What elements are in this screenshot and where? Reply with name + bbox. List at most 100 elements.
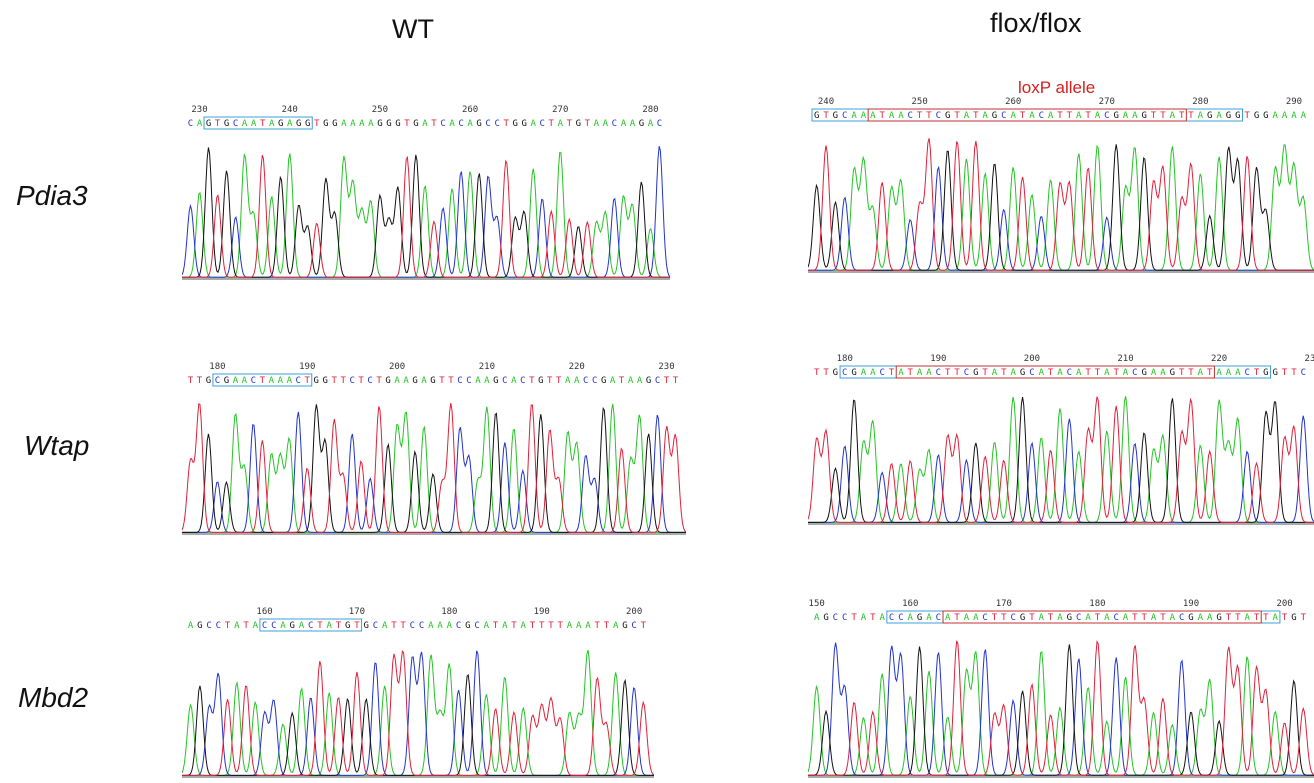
base-call: G <box>206 119 211 129</box>
base-call: T <box>197 376 203 386</box>
base-call: A <box>233 376 239 386</box>
base-call: C <box>936 613 941 623</box>
base-call: A <box>908 613 914 623</box>
base-call: T <box>530 621 536 631</box>
base-call: G <box>377 119 382 129</box>
base-call: A <box>531 119 537 129</box>
base-call: A <box>1039 613 1045 623</box>
base-call: G <box>345 621 350 631</box>
column-title-flox: flox/flox <box>990 8 1082 38</box>
base-call: T <box>260 119 266 129</box>
base-call: A <box>1010 368 1016 378</box>
base-call: A <box>299 621 305 631</box>
base-call: G <box>1142 111 1147 121</box>
base-call: A <box>1170 613 1176 623</box>
ruler-tick-label: 160 <box>256 607 272 617</box>
base-call: G <box>305 119 310 129</box>
base-call: C <box>1179 613 1184 623</box>
ruler-tick-label: 260 <box>1005 97 1021 107</box>
ruler-tick-label: 230 <box>1305 354 1314 364</box>
base-call: A <box>327 621 333 631</box>
base-call: G <box>1263 111 1268 121</box>
base-call: C <box>879 368 884 378</box>
base-call: A <box>982 111 988 121</box>
base-call: C <box>1076 613 1081 623</box>
ruler-tick-label: 170 <box>996 599 1012 609</box>
base-call: G <box>538 376 543 386</box>
base-call: A <box>287 376 293 386</box>
base-call: T <box>1085 111 1091 121</box>
base-call: A <box>1282 111 1288 121</box>
base-call: A <box>637 376 643 386</box>
base-call: T <box>1113 368 1119 378</box>
base-call: A <box>851 111 857 121</box>
base-call: T <box>954 111 960 121</box>
base-call: C <box>419 621 424 631</box>
base-call: A <box>1244 613 1250 623</box>
base-call: C <box>349 376 354 386</box>
base-call: T <box>926 111 932 121</box>
base-call: G <box>385 376 390 386</box>
base-call: T <box>585 119 591 129</box>
base-call: A <box>917 368 923 378</box>
ruler-tick-label: 210 <box>1117 354 1133 364</box>
base-call: C <box>583 376 588 386</box>
base-call: A <box>603 119 609 129</box>
base-call: T <box>664 376 670 386</box>
base-call: T <box>1095 613 1101 623</box>
base-call: A <box>1029 111 1035 121</box>
base-call: G <box>1216 613 1221 623</box>
base-call: G <box>314 376 319 386</box>
base-call: T <box>1057 111 1063 121</box>
ruler-tick-label: 260 <box>462 105 478 115</box>
base-call: A <box>1207 613 1213 623</box>
base-call: A <box>861 368 867 378</box>
base-call: T <box>945 368 951 378</box>
base-call: T <box>225 621 231 631</box>
base-call: C <box>188 119 193 129</box>
base-call: A <box>945 613 951 623</box>
base-call: T <box>879 111 885 121</box>
base-call: T <box>908 368 914 378</box>
base-call: G <box>945 111 950 121</box>
base-call: C <box>936 111 941 121</box>
base-call: C <box>1301 368 1306 378</box>
ruler-tick-label: 190 <box>930 354 946 364</box>
base-call: T <box>260 376 266 386</box>
base-call: A <box>610 376 616 386</box>
base-call: C <box>233 119 238 129</box>
trace-t <box>182 650 654 776</box>
base-call: T <box>1188 111 1194 121</box>
base-call: G <box>1142 368 1147 378</box>
base-call: G <box>323 376 328 386</box>
base-call: C <box>898 613 903 623</box>
base-call: T <box>340 376 346 386</box>
base-call: T <box>391 621 397 631</box>
base-call: T <box>594 621 600 631</box>
base-call: G <box>1170 368 1175 378</box>
base-call: T <box>1085 368 1091 378</box>
ruler-tick-label: 220 <box>1211 354 1227 364</box>
base-call: T <box>1207 368 1213 378</box>
base-call: T <box>558 621 564 631</box>
base-call: T <box>1020 111 1026 121</box>
ruler-tick-label: 190 <box>1183 599 1199 609</box>
ruler-tick-label: 180 <box>441 607 457 617</box>
base-call: C <box>1001 111 1006 121</box>
base-call: T <box>973 111 979 121</box>
base-call: A <box>964 111 970 121</box>
base-call: T <box>889 368 895 378</box>
ruler-tick-label: 250 <box>911 97 927 107</box>
base-call: A <box>992 368 998 378</box>
base-call: A <box>278 376 284 386</box>
base-call: C <box>540 119 545 129</box>
base-call: T <box>354 621 360 631</box>
base-call: G <box>601 376 606 386</box>
base-call: A <box>1170 111 1176 121</box>
base-call: T <box>641 621 647 631</box>
base-call: A <box>861 613 867 623</box>
base-call: T <box>567 119 573 129</box>
trace-t <box>808 138 1314 271</box>
